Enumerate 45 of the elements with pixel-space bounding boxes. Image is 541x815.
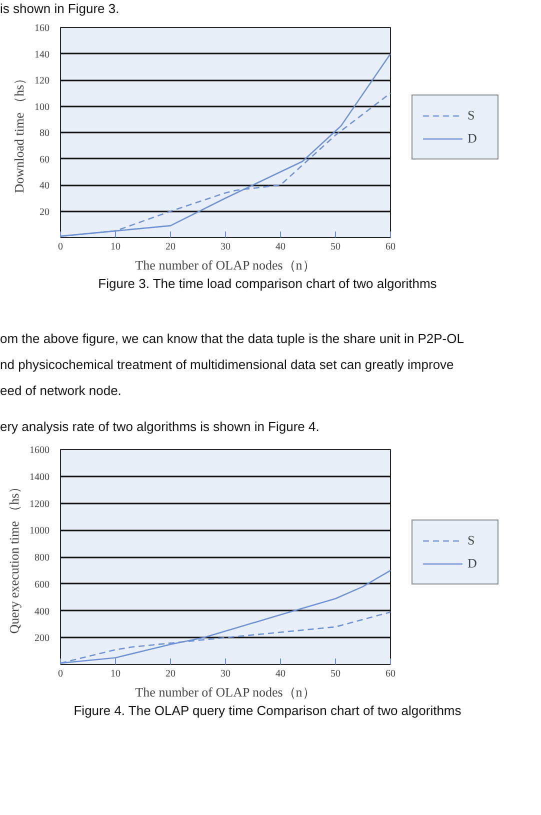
y-tick-label: 80 <box>40 128 50 139</box>
x-tick-label: 40 <box>276 668 286 680</box>
x-tick-label: 20 <box>166 668 176 680</box>
x-tick-label: 40 <box>276 242 286 252</box>
y-tick-label: 60 <box>40 154 50 166</box>
y-tick-label: 20 <box>40 206 50 218</box>
x-tick-label: 20 <box>166 242 176 252</box>
y-axis-title: Download time （hs） <box>12 72 26 194</box>
text: eed of network node. <box>0 382 122 400</box>
legend-label: D <box>468 555 478 571</box>
text: ery analysis rate of two algorithms is shown in Figure 4. <box>0 418 320 436</box>
x-tick-label: 50 <box>330 668 340 680</box>
y-tick-label: 400 <box>34 606 50 618</box>
x-tick-label: 10 <box>110 668 120 680</box>
y-tick-label: 160 <box>34 23 50 34</box>
x-axis-title: The number of OLAP nodes（n） <box>135 258 316 272</box>
y-tick-label: 140 <box>34 49 50 60</box>
y-tick-label: 1200 <box>30 498 50 510</box>
x-tick-label: 50 <box>330 242 340 252</box>
y-tick-label: 40 <box>40 180 50 192</box>
caption: Figure 3. The time load comparison chart of two algorithms <box>98 275 437 293</box>
y-tick-label: 1000 <box>30 526 50 537</box>
legend-label: S <box>468 108 476 124</box>
y-tick-label: 100 <box>34 102 50 113</box>
y-tick-label: 1400 <box>30 472 50 483</box>
y-tick-label: 120 <box>34 76 50 86</box>
legend-label: D <box>468 130 478 146</box>
y-tick-label: 1600 <box>30 445 50 456</box>
x-tick-label: 60 <box>386 668 396 680</box>
x-tick-label: 60 <box>386 242 396 252</box>
x-tick-label: 30 <box>220 242 230 252</box>
text: nd physicochemical treatment of multidimensional data set can greatly improve <box>0 356 454 374</box>
y-tick-label: 800 <box>34 552 50 564</box>
y-tick-label: 600 <box>34 579 50 590</box>
legend-label: S <box>468 532 476 548</box>
x-tick-label: 0 <box>58 242 63 252</box>
x-tick-label: 10 <box>110 242 120 252</box>
x-axis-title: The number of OLAP nodes（n） <box>135 684 316 700</box>
caption: Figure 4. The OLAP query time Comparison chart of two algorithms <box>74 702 462 720</box>
text: om the above figure, we can know that the data tuple is the share unit in P2P-OL <box>0 330 464 348</box>
y-tick-label: 200 <box>34 633 50 644</box>
x-tick-label: 0 <box>58 668 63 680</box>
x-tick-label: 30 <box>220 668 230 680</box>
text: is shown in Figure 3. <box>0 0 120 18</box>
y-axis-title: Query execution time （hs） <box>6 480 22 634</box>
